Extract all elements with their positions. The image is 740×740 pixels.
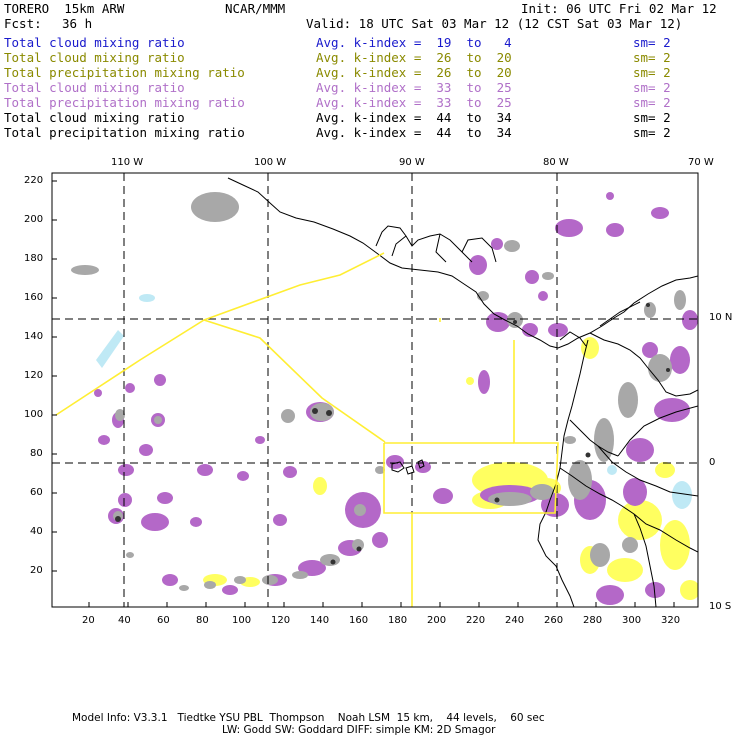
model-title: TORERO 15km ARW (4, 1, 125, 16)
y-tick-80: 80 (30, 448, 43, 459)
legend-kindex-2: Avg. k-index = 26 to 20 (316, 50, 512, 65)
legend-sm-2: sm= 2 (633, 50, 671, 65)
legend-sm-3: sm= 2 (633, 65, 671, 80)
dark-cores (115, 303, 670, 565)
fcst-value: 36 h (62, 16, 93, 31)
legend-kindex-6: Avg. k-index = 44 to 34 (316, 110, 512, 125)
legend-sm-6: sm= 2 (633, 110, 671, 125)
legend-sm-5: sm= 2 (633, 95, 671, 110)
lightblue-patches (96, 294, 692, 509)
model-info-line2: LW: Godd SW: Goddard DIFF: simple KM: 2D… (222, 724, 496, 736)
x-tick-200: 200 (427, 615, 447, 626)
legend-field-3: Total precipitation mixing ratio (4, 65, 245, 80)
purple-patches (94, 192, 698, 605)
org-label: NCAR/MMM (225, 1, 286, 16)
y-tick-100: 100 (24, 409, 44, 420)
lon-label-70w: 70 W (688, 157, 714, 168)
lon-label-90w: 90 W (399, 157, 425, 168)
y-tick-180: 180 (24, 253, 44, 264)
y-tick-60: 60 (30, 487, 43, 498)
x-tick-240: 240 (505, 615, 525, 626)
x-tick-220: 220 (466, 615, 486, 626)
legend-field-6: Total cloud mixing ratio (4, 110, 185, 125)
latlon-grid (52, 173, 698, 607)
y-tick-200: 200 (24, 214, 44, 225)
lon-label-80w: 80 W (543, 157, 569, 168)
lat-label-10n: 10 N (709, 312, 733, 323)
x-tick-60: 60 (157, 615, 170, 626)
x-tick-280: 280 (583, 615, 603, 626)
x-tick-120: 120 (271, 615, 291, 626)
lon-label-100w: 100 W (254, 157, 287, 168)
legend-kindex-4: Avg. k-index = 33 to 25 (316, 80, 512, 95)
legend-field-7: Total precipitation mixing ratio (4, 125, 245, 140)
legend-field-1: Total cloud mixing ratio (4, 35, 185, 50)
legend-field-5: Total precipitation mixing ratio (4, 95, 245, 110)
yellow-patches (203, 337, 698, 600)
y-tick-220: 220 (24, 175, 44, 186)
y-tick-160: 160 (24, 292, 44, 303)
x-tick-140: 140 (310, 615, 330, 626)
fcst-label: Fcst: (4, 16, 42, 31)
legend-sm-1: sm= 2 (633, 35, 671, 50)
y-tick-20: 20 (30, 565, 43, 576)
model-info-line1: Model Info: V3.3.1 Tiedtke YSU PBL Thomp… (72, 712, 545, 724)
y-tick-120: 120 (24, 370, 44, 381)
lat-label-0: 0 (709, 457, 716, 468)
x-tick-40: 40 (118, 615, 131, 626)
y-tick-40: 40 (30, 526, 43, 537)
x-tick-300: 300 (622, 615, 642, 626)
x-tick-260: 260 (544, 615, 564, 626)
gray-patches (71, 192, 686, 591)
x-tick-100: 100 (232, 615, 252, 626)
lon-label-110w: 110 W (111, 157, 144, 168)
legend-sm-4: sm= 2 (633, 80, 671, 95)
legend-field-4: Total cloud mixing ratio (4, 80, 185, 95)
x-tick-80: 80 (196, 615, 209, 626)
legend-field-2: Total cloud mixing ratio (4, 50, 185, 65)
legend-sm-7: sm= 2 (633, 125, 671, 140)
plot-frame (51, 172, 699, 608)
x-tick-20: 20 (82, 615, 95, 626)
y-tick-140: 140 (24, 331, 44, 342)
x-tick-160: 160 (349, 615, 369, 626)
legend-kindex-3: Avg. k-index = 26 to 20 (316, 65, 512, 80)
flight-track (55, 252, 559, 607)
legend-kindex-7: Avg. k-index = 44 to 34 (316, 125, 512, 140)
coastlines (227, 177, 698, 607)
legend-kindex-5: Avg. k-index = 33 to 25 (316, 95, 512, 110)
init-time: Init: 06 UTC Fri 02 Mar 12 (521, 1, 717, 16)
valid-time: Valid: 18 UTC Sat 03 Mar 12 (12 CST Sat … (306, 16, 683, 31)
x-tick-320: 320 (661, 615, 681, 626)
tick-marks (52, 180, 675, 607)
lat-label-10s: 10 S (709, 601, 732, 612)
legend-kindex-1: Avg. k-index = 19 to 4 (316, 35, 512, 50)
x-tick-180: 180 (388, 615, 408, 626)
